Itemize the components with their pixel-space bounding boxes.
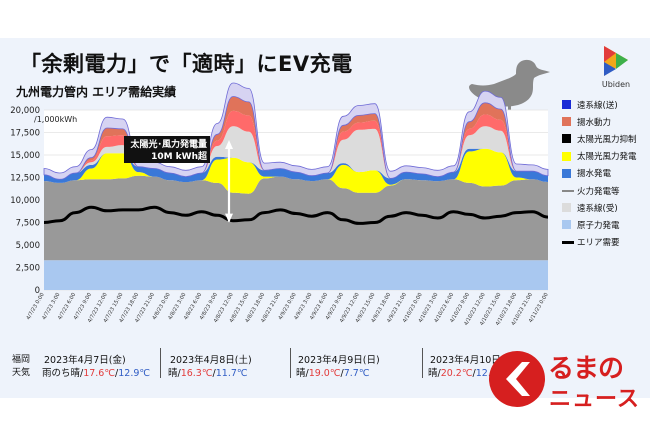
- legend-swatch: [562, 117, 571, 127]
- legend-item: 太陽光風力発電: [562, 148, 650, 165]
- weather-row-label-weather: 天気: [12, 368, 31, 378]
- weather-cond-text: 晴/: [168, 368, 181, 379]
- y-tick-label: 17,500: [10, 129, 40, 139]
- y-tick-label: 5,000: [16, 241, 40, 251]
- legend-swatch: [562, 203, 571, 213]
- legend-label: 太陽光風力発電: [577, 152, 637, 163]
- weather-separator: /: [340, 368, 344, 379]
- chart-legend: 遠系線(送) 揚水動力太陽光風力抑制 太陽光風力発電 揚水発電火力発電等遠系線(受) 原…: [562, 96, 650, 251]
- legend-item: 火力発電等: [562, 182, 650, 199]
- area-series: [44, 148, 548, 185]
- area-series: [44, 126, 548, 180]
- legend-swatch: [562, 220, 571, 230]
- weather-cond-text: 雨のち晴/: [42, 368, 84, 379]
- weather-high-temp: 16.3℃: [180, 368, 213, 379]
- weather-column-divider: [422, 348, 423, 378]
- legend-label: 遠系線(受): [577, 203, 618, 214]
- legend-item: 太陽光風力抑制: [562, 130, 650, 147]
- weather-date: 2023年4月7日(金): [44, 355, 126, 366]
- weather-condition: 晴/19.0℃/7.7℃: [296, 365, 370, 379]
- y-tick-label: 10,000: [10, 196, 40, 206]
- annotation-arrow-head: [225, 213, 233, 223]
- weather-separator: /: [115, 368, 119, 379]
- y-tick-label: 15,000: [10, 151, 40, 161]
- area-series: [44, 148, 548, 194]
- y-tick-label: 0: [35, 286, 40, 296]
- chart-subtitle: 九州電力管内 エリア需給実績: [16, 85, 177, 99]
- annotation-arrow-head: [225, 140, 233, 149]
- weather-low-temp: 11.7℃: [215, 368, 248, 379]
- area-series: [44, 175, 548, 261]
- ubiden-logo-icon: [604, 46, 628, 76]
- legend-swatch: [562, 151, 571, 161]
- demand-line: [43, 205, 549, 225]
- y-tick-label: 2,500: [16, 264, 40, 274]
- y-tick-label: 12,500: [10, 174, 40, 184]
- legend-label: 揚水発電: [577, 169, 612, 180]
- legend-item: 揚水発電: [562, 165, 650, 182]
- weather-separator: /: [212, 368, 216, 379]
- weather-separator: /: [472, 368, 476, 379]
- weather-cond-text: 晴/: [296, 368, 309, 379]
- legend-item: 遠系線(受): [562, 199, 650, 216]
- weather-date: 2023年4月9日(日): [298, 355, 380, 366]
- legend-item: 原子力発電: [562, 216, 650, 233]
- legend-item: エリア需要: [562, 234, 650, 251]
- weather-date: 2023年4月10日(月): [430, 355, 518, 366]
- legend-label: 揚水動力: [577, 117, 612, 128]
- legend-swatch: [562, 240, 574, 244]
- weather-low-temp: 7.7℃: [343, 368, 370, 379]
- y-axis-label: /1,000kWh: [34, 115, 77, 124]
- weather-cond-text: 晴/: [428, 368, 441, 379]
- area-series: [44, 260, 548, 290]
- weather-high-temp: 17.6℃: [83, 368, 116, 379]
- legend-label: 太陽光風力抑制: [577, 134, 637, 145]
- weather-high-temp: 20.2℃: [440, 368, 473, 379]
- legend-item: 遠系線(送): [562, 96, 650, 113]
- legend-swatch: [562, 168, 571, 178]
- kuruma-news-logo-icon: [489, 351, 545, 407]
- legend-label: 原子力発電: [577, 220, 620, 231]
- ubiden-logo-text: Ubiden: [601, 80, 631, 89]
- watermark-line2: ニュース: [549, 387, 640, 412]
- weather-condition: 晴/16.3℃/11.7℃: [168, 365, 248, 379]
- headline: 「余剰電力」で「適時」にEV充電: [20, 52, 353, 76]
- legend-swatch: [562, 100, 571, 110]
- legend-item: 揚水動力: [562, 113, 650, 130]
- legend-label: 火力発電等: [577, 186, 620, 197]
- legend-label: 遠系線(送): [577, 100, 618, 111]
- weather-column-divider: [290, 348, 291, 378]
- weather-low-temp: 12.9℃: [118, 368, 151, 379]
- area-series: [43, 82, 549, 180]
- watermark-line1: るまの: [548, 354, 624, 384]
- legend-swatch: [562, 189, 574, 192]
- y-tick-label: 7,500: [16, 219, 40, 229]
- weather-high-temp: 19.0℃: [308, 368, 341, 379]
- weather-date: 2023年4月8日(土): [170, 355, 252, 366]
- legend-swatch: [562, 134, 571, 144]
- y-tick-label: 20,000: [10, 106, 40, 116]
- annotation-line1: 太陽光･風力発電量: [129, 138, 207, 150]
- annotation-line2: 10M kWh超: [151, 150, 208, 162]
- legend-label: エリア需要: [577, 238, 620, 249]
- annotation-box: [124, 136, 210, 163]
- weather-row-label-city: 福岡: [12, 355, 31, 365]
- weather-column-divider: [160, 348, 161, 378]
- weather-condition: 雨のち晴/17.6℃/12.9℃: [42, 365, 150, 379]
